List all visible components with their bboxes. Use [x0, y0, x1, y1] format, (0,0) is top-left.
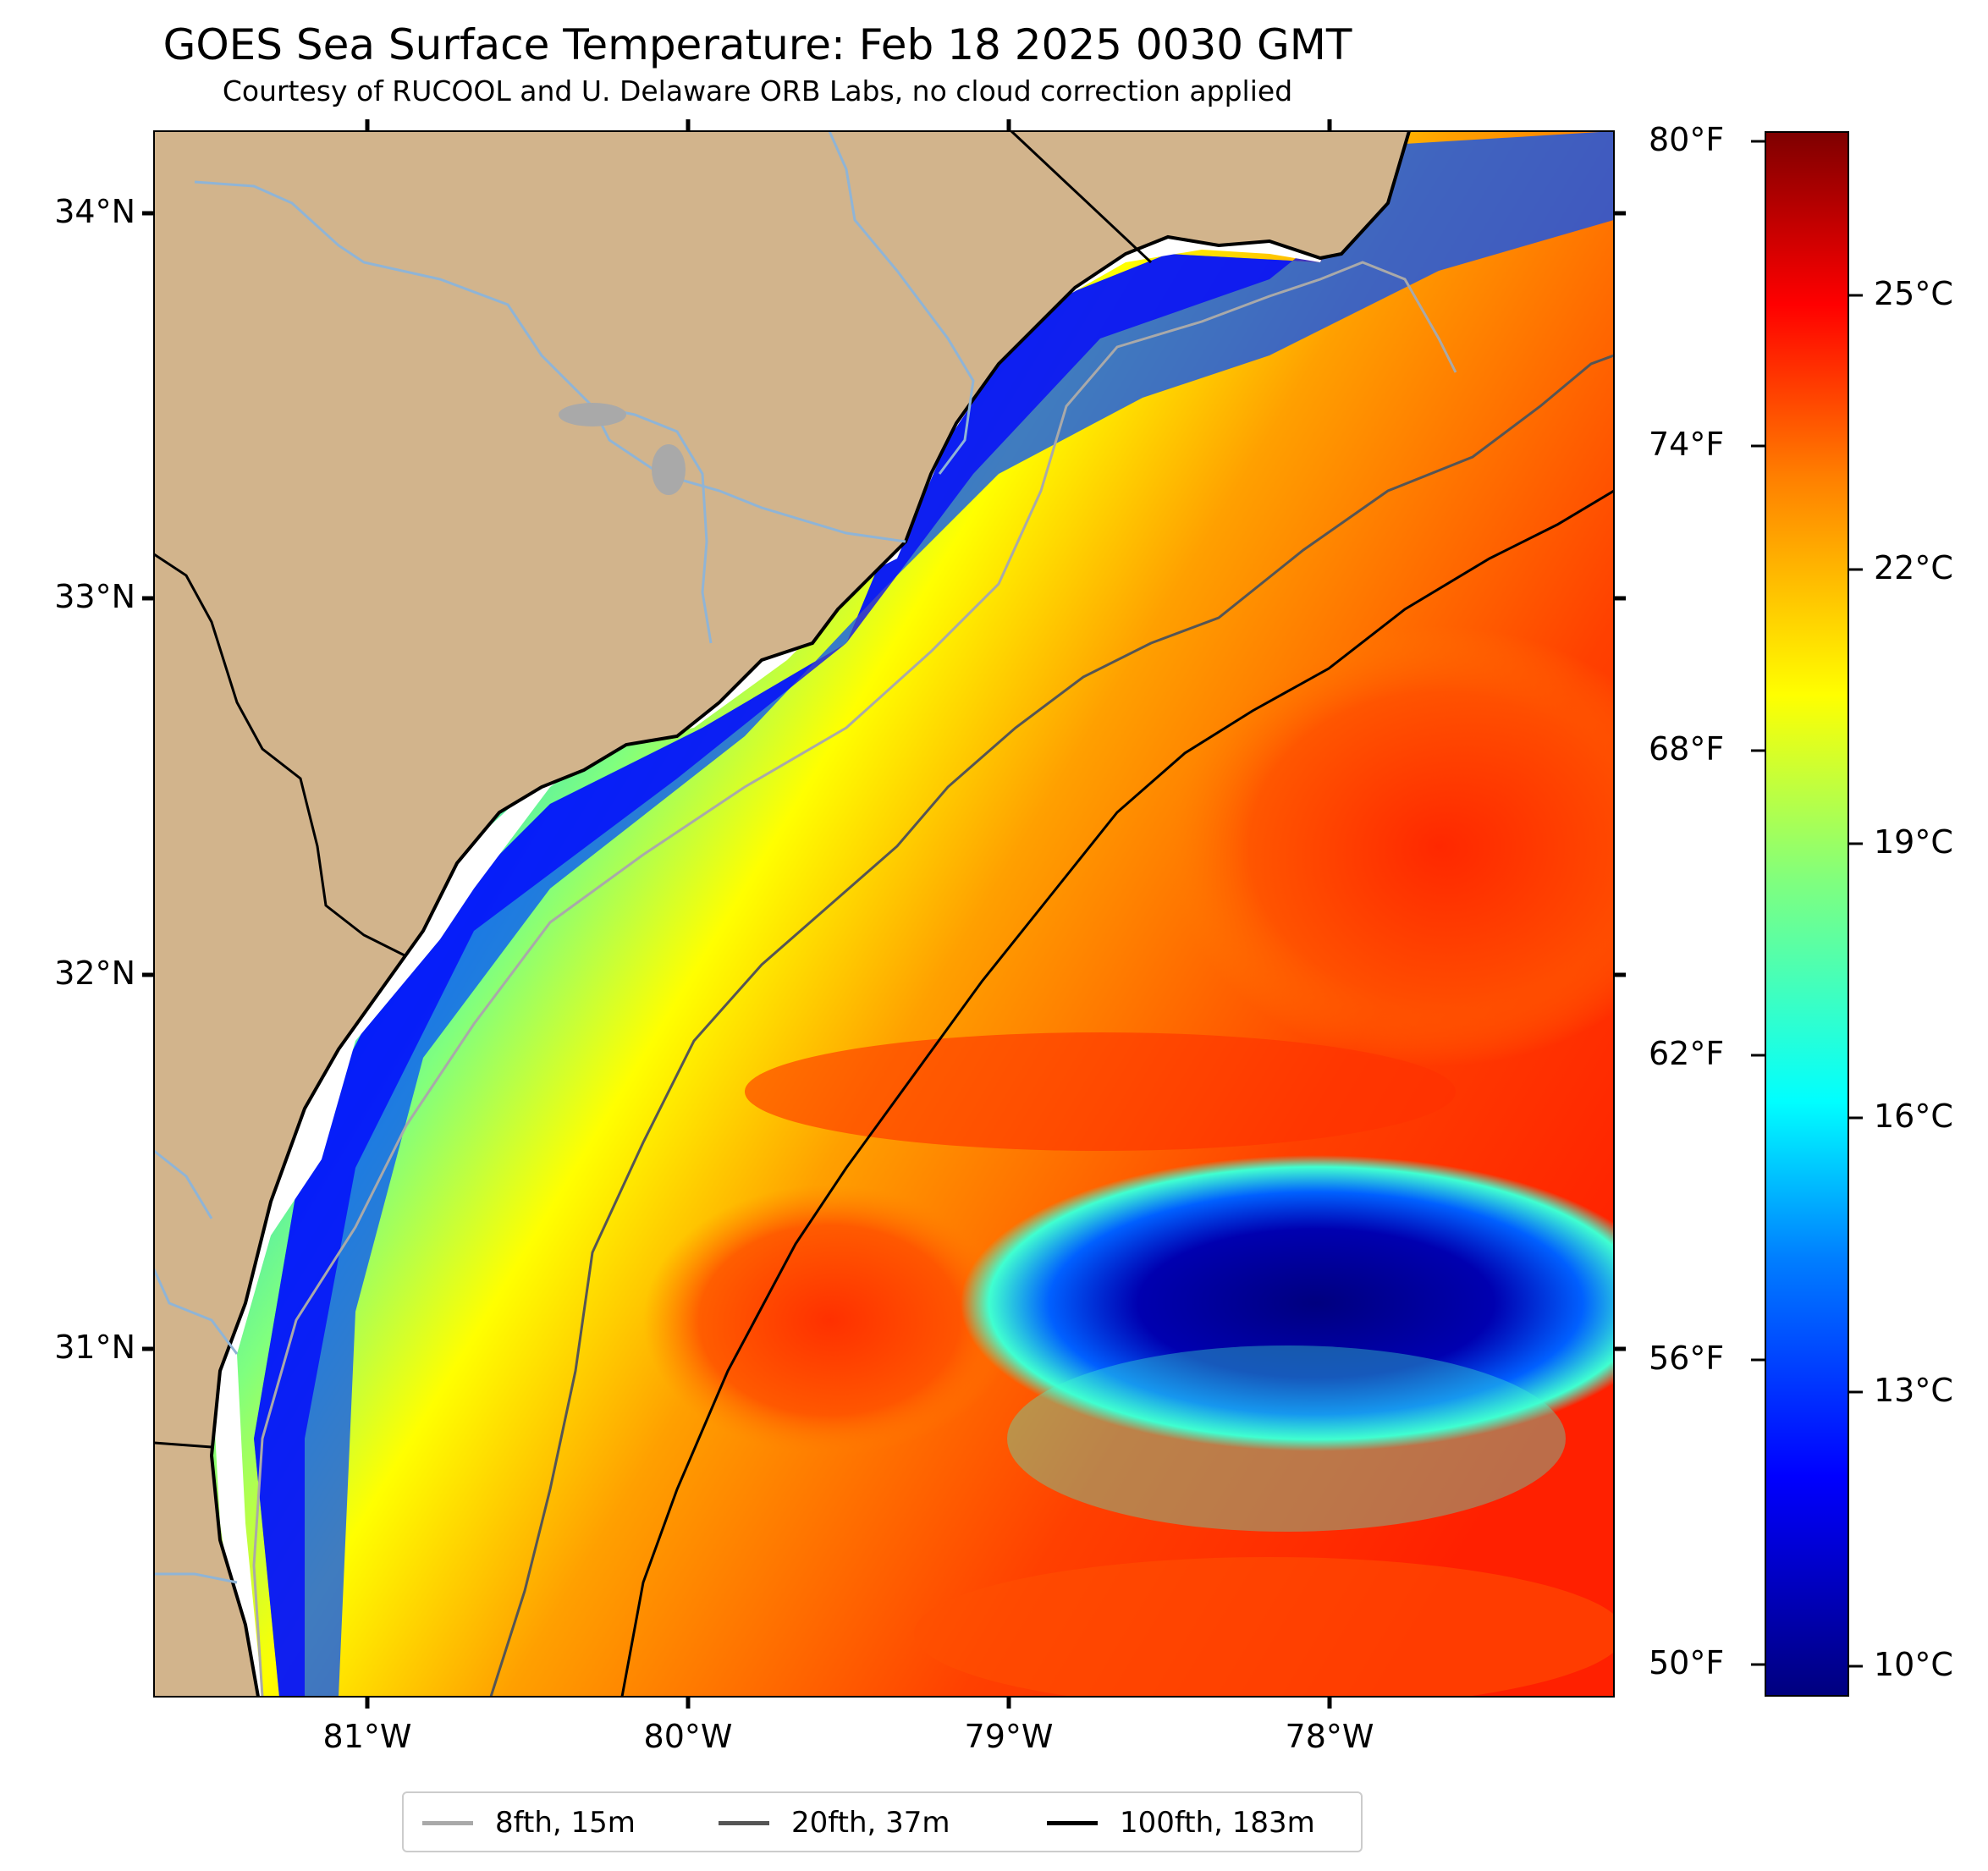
colorbar-label-13c: 13°C — [1874, 1372, 1953, 1409]
river-altamaha — [154, 1268, 239, 1355]
legend-item-20fth: 20fth, 37m — [719, 1802, 950, 1844]
warm-core-east — [1168, 626, 1614, 1066]
plot-frame — [153, 130, 1615, 1698]
contour-100fth — [620, 489, 1614, 1697]
temperature-colorbar — [1765, 131, 1849, 1697]
colorbar-label-50f: 50°F — [1649, 1644, 1725, 1681]
coastline — [209, 131, 1411, 1697]
colorbar-label-16c: 16°C — [1874, 1098, 1953, 1135]
lat-label-33n: 33°N — [54, 578, 135, 615]
colorbar-label-19c: 19°C — [1874, 823, 1953, 861]
colorbar-label-56f: 56°F — [1649, 1340, 1725, 1377]
map-title: GOES Sea Surface Temperature: Feb 18 202… — [162, 20, 1352, 69]
river-st-marys — [154, 1572, 238, 1584]
river-pee-dee — [194, 180, 713, 644]
colorbar-label-68f: 68°F — [1649, 730, 1725, 768]
nodata-coast — [212, 131, 1405, 1697]
lat-label-32n: 32°N — [54, 955, 135, 992]
lake-marion — [559, 403, 626, 426]
colorbar-label-80f: 80°F — [1649, 121, 1725, 158]
map-plot-area — [154, 131, 1614, 1697]
axis-ticks — [142, 119, 1863, 1709]
colorbar-label-25c: 25°C — [1874, 275, 1953, 312]
lon-label-80w: 80°W — [643, 1718, 733, 1755]
colorbar-label-62f: 62°F — [1649, 1035, 1725, 1072]
colorbar-label-10c: 10°C — [1874, 1646, 1953, 1683]
river-santee — [591, 405, 906, 543]
legend-label-100fth: 100fth, 183m — [1120, 1806, 1315, 1840]
lon-label-81w: 81°W — [322, 1718, 412, 1755]
border-sc-ga — [154, 553, 407, 958]
warm-core-south — [643, 1185, 1016, 1456]
cold-eddy — [961, 1155, 1614, 1451]
legend-item-8fth: 8fth, 15m — [422, 1802, 636, 1844]
legend-label-8fth: 8fth, 15m — [495, 1806, 636, 1840]
legend-swatch-8fth — [422, 1820, 473, 1825]
legend-label-20fth: 20fth, 37m — [791, 1806, 950, 1840]
contour-8fth — [252, 261, 1457, 1697]
contour-20fth — [489, 354, 1614, 1697]
map-subtitle: Courtesy of RUCOOL and U. Delaware ORB L… — [222, 74, 1293, 107]
border-nc-sc — [1010, 131, 1153, 264]
lat-label-31n: 31°N — [54, 1329, 135, 1366]
land-mass — [154, 131, 1409, 1697]
river-waccamaw — [828, 131, 975, 475]
depth-contour-legend: 8fth, 15m 20fth, 37m 100fth, 183m — [402, 1791, 1363, 1852]
lon-label-78w: 78°W — [1285, 1718, 1374, 1755]
legend-swatch-100fth — [1047, 1820, 1098, 1825]
legend-swatch-20fth — [719, 1820, 769, 1825]
legend-item-100fth: 100fth, 183m — [1047, 1802, 1315, 1844]
colorbar-label-22c: 22°C — [1874, 549, 1953, 586]
warm-band-bottom — [914, 1557, 1614, 1697]
lon-label-79w: 79°W — [964, 1718, 1054, 1755]
border-ga-fl — [154, 1441, 212, 1449]
colorbar-label-74f: 74°F — [1649, 426, 1725, 463]
river-ogeechee — [154, 1149, 213, 1219]
cold-eddy-fringe — [1007, 1345, 1566, 1532]
warm-filament — [745, 1032, 1456, 1151]
lake-moultrie — [652, 444, 686, 495]
lat-label-34n: 34°N — [54, 193, 135, 230]
